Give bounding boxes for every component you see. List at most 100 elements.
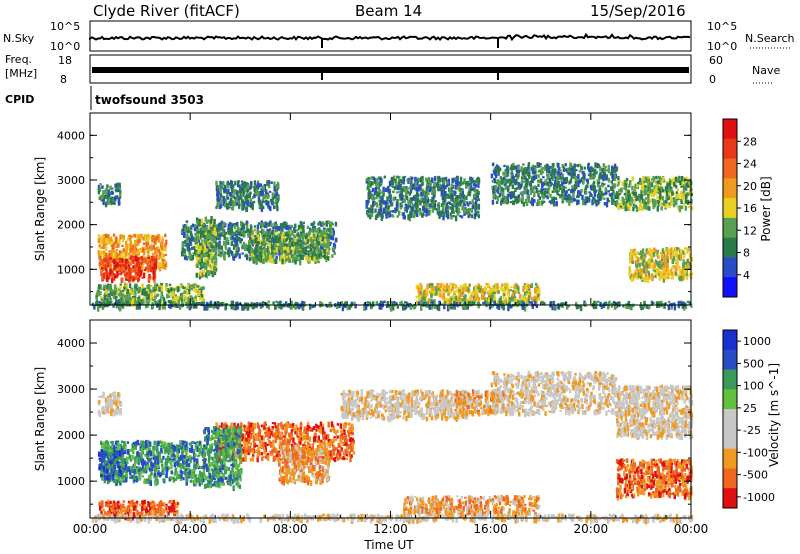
data-cell [248,240,251,246]
data-cell [140,233,143,237]
data-cell [500,182,504,185]
data-cell [118,288,121,291]
data-cell [462,207,466,213]
data-cell [379,213,382,216]
data-cell [537,200,541,206]
data-cell [166,293,169,299]
data-cell [377,176,381,180]
data-cell [154,301,157,305]
data-cell [561,190,564,197]
data-cell [607,190,610,193]
data-cell [515,179,518,183]
data-cell [259,244,262,250]
data-cell [609,186,613,191]
data-cell [400,196,404,201]
data-cell [204,232,207,236]
data-cell [319,243,322,247]
data-cell [489,289,492,294]
data-cell [334,221,338,227]
data-cell [471,199,474,205]
data-cell [680,205,684,210]
data-cell [597,193,600,199]
data-cell [557,189,560,192]
data-cell [392,190,395,193]
data-cell [604,176,608,179]
data-cell [149,289,152,294]
data-cell [470,294,473,299]
data-cell [456,175,459,179]
data-cell [436,181,440,188]
data-cell [683,252,686,255]
data-cell [613,192,616,196]
data-cell [269,198,273,202]
data-cell [608,193,611,196]
data-cell [496,187,500,194]
data-cell [431,177,434,184]
data-cell [303,233,306,238]
data-cell [569,162,572,169]
data-cell [274,235,277,241]
data-cell [480,290,484,296]
data-cell [445,283,449,289]
data-cell [195,251,198,257]
data-cell [293,227,296,231]
data-cell [493,296,496,302]
data-cell [257,241,260,246]
data-cell [655,180,658,184]
data-cell [294,229,297,233]
data-cell [125,302,128,307]
data-cell [307,253,310,258]
data-cell [226,240,230,243]
data-cell [611,195,614,200]
data-cell [397,180,401,186]
data-cell [622,200,626,207]
data-cell [205,234,209,239]
data-cell [509,178,513,185]
data-cell [577,193,580,198]
data-cell [130,267,134,273]
data-cell [164,261,167,264]
data-cell [581,171,584,175]
data-cell [228,206,231,209]
data-cell [321,245,324,250]
data-cell [113,252,116,257]
data-cell [644,177,647,182]
data-cell [99,264,102,269]
data-cell [516,187,519,190]
data-cell [250,247,253,253]
data-cell [405,190,408,196]
data-cell [589,176,592,180]
data-cell [419,200,422,206]
data-cell [675,200,678,206]
data-cell [114,253,117,258]
data-cell [577,190,580,195]
data-cell [249,185,252,190]
data-cell [284,231,287,235]
data-cell [525,297,528,301]
data-cell [449,282,452,286]
data-cell [460,199,463,205]
data-cell [129,241,132,246]
data-cell [214,254,217,258]
data-cell [164,253,168,256]
data-cell [244,182,247,185]
data-cell [274,192,277,199]
data-cell [161,252,164,259]
data-cell [103,299,106,304]
data-cell [219,199,223,205]
data-cell [115,248,118,252]
data-cell [111,274,114,280]
data-cell [603,202,607,206]
data-cell [402,180,405,185]
data-cell [394,207,397,214]
data-cell [647,176,650,179]
data-cell [256,224,260,230]
data-cell [639,201,643,206]
data-cell [212,243,215,246]
data-cell [208,257,211,260]
data-cell [506,165,509,169]
data-cell [201,286,205,290]
data-cell [418,295,421,301]
data-cell [128,267,132,271]
data-cell [572,188,575,193]
